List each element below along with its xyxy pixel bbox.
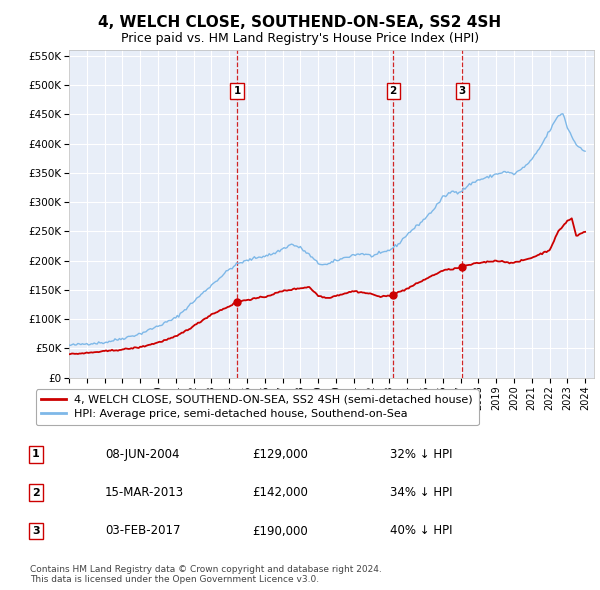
Text: 3: 3 xyxy=(32,526,40,536)
Text: Contains HM Land Registry data © Crown copyright and database right 2024.
This d: Contains HM Land Registry data © Crown c… xyxy=(30,565,382,584)
Text: £190,000: £190,000 xyxy=(252,525,308,537)
Text: £129,000: £129,000 xyxy=(252,448,308,461)
Text: 3: 3 xyxy=(458,86,466,96)
Text: 34% ↓ HPI: 34% ↓ HPI xyxy=(390,486,452,499)
Text: 40% ↓ HPI: 40% ↓ HPI xyxy=(390,525,452,537)
Text: 1: 1 xyxy=(233,86,241,96)
Text: 15-MAR-2013: 15-MAR-2013 xyxy=(105,486,184,499)
Text: £142,000: £142,000 xyxy=(252,486,308,499)
Text: Price paid vs. HM Land Registry's House Price Index (HPI): Price paid vs. HM Land Registry's House … xyxy=(121,32,479,45)
Text: 32% ↓ HPI: 32% ↓ HPI xyxy=(390,448,452,461)
Text: 2: 2 xyxy=(32,488,40,497)
Text: 08-JUN-2004: 08-JUN-2004 xyxy=(105,448,179,461)
Text: 2: 2 xyxy=(389,86,397,96)
Legend: 4, WELCH CLOSE, SOUTHEND-ON-SEA, SS2 4SH (semi-detached house), HPI: Average pri: 4, WELCH CLOSE, SOUTHEND-ON-SEA, SS2 4SH… xyxy=(35,389,479,425)
Text: 1: 1 xyxy=(32,450,40,459)
Text: 03-FEB-2017: 03-FEB-2017 xyxy=(105,525,181,537)
Text: 4, WELCH CLOSE, SOUTHEND-ON-SEA, SS2 4SH: 4, WELCH CLOSE, SOUTHEND-ON-SEA, SS2 4SH xyxy=(98,15,502,30)
